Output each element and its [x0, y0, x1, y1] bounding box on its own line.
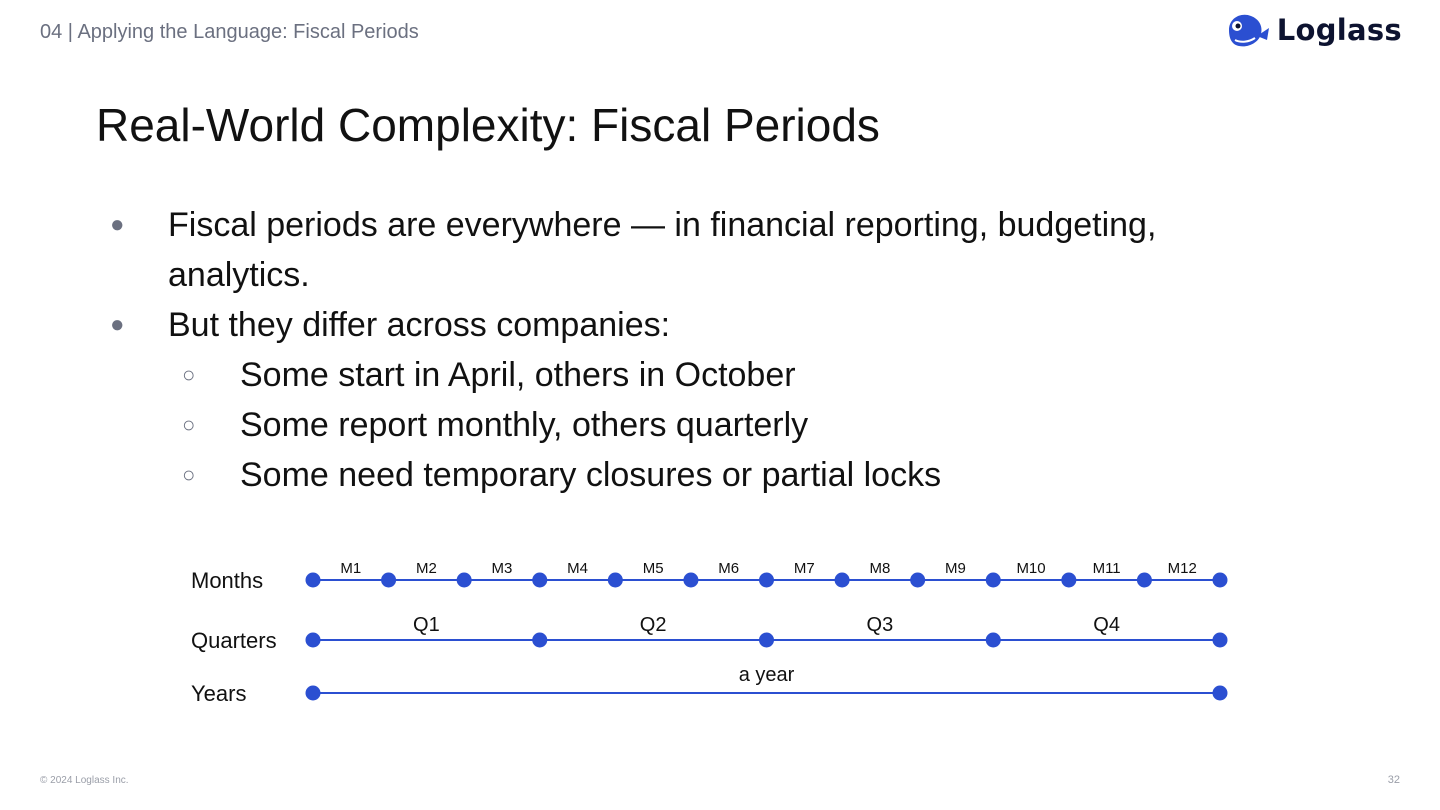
- timeline-node: [1212, 632, 1228, 648]
- bullet-item: ● But they differ across companies:: [108, 300, 1288, 350]
- copyright: © 2024 Loglass Inc.: [40, 775, 129, 786]
- timeline-row-label: Months: [191, 568, 263, 593]
- sub-bullet-item: ○ Some report monthly, others quarterly: [108, 400, 1288, 450]
- whale-icon: [1228, 14, 1269, 47]
- bullet-text: Fiscal periods are everywhere — in finan…: [168, 206, 1157, 294]
- section-label: 04 | Applying the Language: Fiscal Perio…: [40, 21, 419, 43]
- timeline-segment-label: M11: [1093, 560, 1121, 577]
- sub-bullet-marker: ○: [182, 462, 196, 487]
- sub-bullet-text: Some report monthly, others quarterly: [240, 406, 809, 444]
- timeline-segment-label: M4: [567, 560, 588, 577]
- timeline-segment-label: M5: [643, 560, 664, 577]
- timeline-node: [607, 572, 623, 588]
- slide-title: Real-World Complexity: Fiscal Periods: [96, 99, 880, 151]
- timeline-node: [1212, 685, 1228, 701]
- timeline-node: [683, 572, 699, 588]
- timeline-segment-label: Q1: [413, 614, 440, 636]
- timeline-segment-label: M12: [1168, 560, 1197, 577]
- timeline-node: [834, 572, 850, 588]
- logo: Loglass: [1223, 10, 1402, 50]
- timeline-segment-label: M10: [1016, 560, 1045, 577]
- sub-bullet-item: ○ Some start in April, others in October: [108, 350, 1288, 400]
- timeline-node: [305, 572, 321, 588]
- timeline-node: [1212, 572, 1228, 588]
- sub-bullet-text: Some start in April, others in October: [240, 356, 796, 394]
- sub-bullet-text: Some need temporary closures or partial …: [240, 456, 942, 494]
- timeline-node: [1061, 572, 1077, 588]
- timeline-row-label: Quarters: [191, 628, 277, 653]
- timeline-node: [305, 632, 321, 648]
- timeline-node: [532, 632, 548, 648]
- bullet-text: But they differ across companies:: [168, 306, 671, 344]
- page-number: 32: [1387, 774, 1400, 786]
- bullet-list: ● Fiscal periods are everywhere — in fin…: [108, 200, 1288, 500]
- timeline-node: [532, 572, 548, 588]
- timeline-segment-label: M6: [718, 560, 739, 577]
- timeline-node: [910, 572, 926, 588]
- bullet-item: ● Fiscal periods are everywhere — in fin…: [108, 200, 1288, 300]
- timeline-node: [985, 572, 1001, 588]
- timeline-segment-label: M2: [416, 560, 437, 577]
- timeline-segment-label: M9: [945, 560, 966, 577]
- timeline-segment-label: M8: [869, 560, 890, 577]
- timeline-segment-label: a year: [739, 664, 795, 686]
- sub-bullet-marker: ○: [182, 412, 196, 437]
- fiscal-period-timeline: Months M1 M2 M3 M4 M5 M6 M7 M8 M9 M10 M11 M12 Quarter…: [191, 560, 1228, 706]
- bullet-marker: ●: [110, 211, 125, 238]
- timeline-row-label: Years: [191, 681, 246, 706]
- timeline-node: [759, 572, 774, 588]
- timeline-segment-label: M7: [794, 560, 815, 577]
- timeline-segment-label: Q3: [867, 614, 894, 636]
- timeline-node: [305, 685, 321, 701]
- timeline-segment-label: M1: [340, 560, 361, 577]
- sub-bullet-item: ○ Some need temporary closures or partia…: [108, 450, 1288, 500]
- timeline-node: [381, 572, 397, 588]
- timeline-node: [456, 572, 472, 588]
- timeline-segment-label: Q2: [640, 614, 667, 636]
- sub-bullet-marker: ○: [182, 362, 196, 387]
- timeline-segment-label: Q4: [1093, 614, 1120, 636]
- timeline-segment-label: M3: [492, 560, 513, 577]
- timeline-node: [759, 632, 774, 648]
- timeline-node: [1136, 572, 1152, 588]
- bullet-marker: ●: [110, 311, 125, 338]
- timeline-node: [985, 632, 1001, 648]
- logo-text: Loglass: [1276, 13, 1402, 47]
